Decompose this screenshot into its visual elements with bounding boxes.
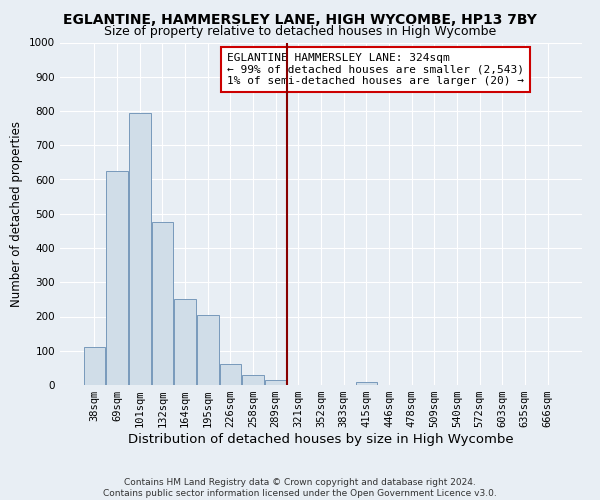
Text: EGLANTINE HAMMERSLEY LANE: 324sqm
← 99% of detached houses are smaller (2,543)
1: EGLANTINE HAMMERSLEY LANE: 324sqm ← 99% … [227, 53, 524, 86]
Bar [220, 364, 241, 385]
Bar [84, 348, 105, 385]
Bar [106, 171, 128, 385]
Bar [129, 112, 151, 385]
Bar [265, 380, 286, 385]
Text: EGLANTINE, HAMMERSLEY LANE, HIGH WYCOMBE, HP13 7BY: EGLANTINE, HAMMERSLEY LANE, HIGH WYCOMBE… [63, 12, 537, 26]
X-axis label: Distribution of detached houses by size in High Wycombe: Distribution of detached houses by size … [128, 433, 514, 446]
Bar [175, 300, 196, 385]
Bar [242, 374, 264, 385]
Bar [356, 382, 377, 385]
Text: Size of property relative to detached houses in High Wycombe: Size of property relative to detached ho… [104, 25, 496, 38]
Bar [197, 315, 218, 385]
Y-axis label: Number of detached properties: Number of detached properties [10, 120, 23, 306]
Bar [152, 222, 173, 385]
Text: Contains HM Land Registry data © Crown copyright and database right 2024.
Contai: Contains HM Land Registry data © Crown c… [103, 478, 497, 498]
